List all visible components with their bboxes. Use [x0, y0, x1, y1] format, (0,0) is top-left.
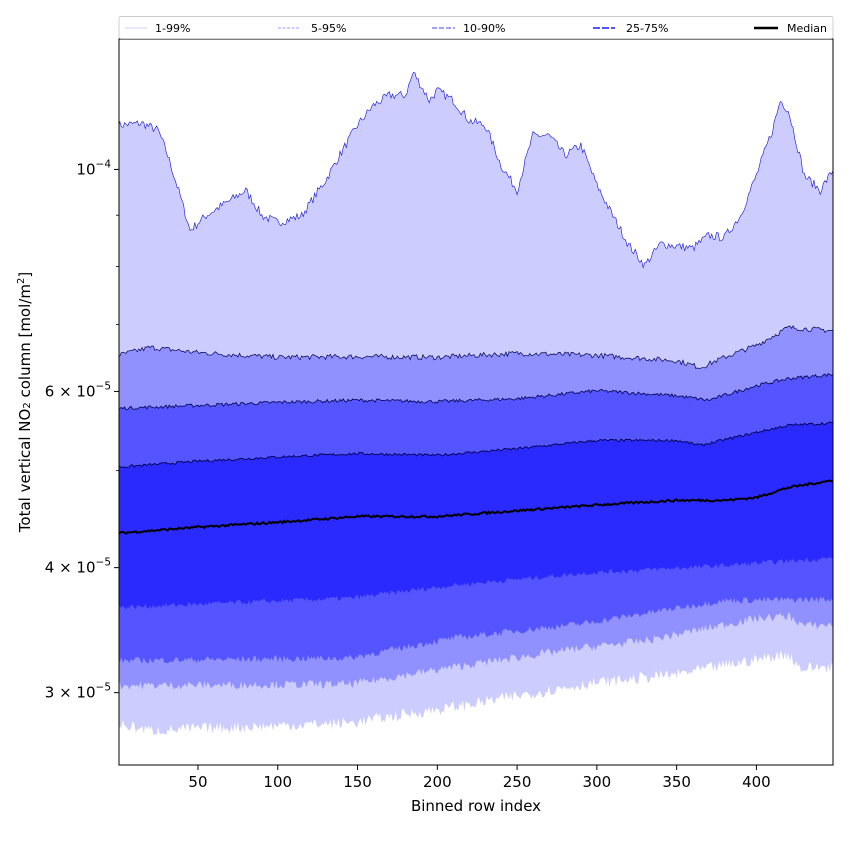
legend-label-10-90: 10-90%	[463, 22, 505, 35]
legend-box	[118, 16, 834, 39]
band-25-75	[119, 422, 833, 610]
x-tick-label: 50	[188, 773, 207, 791]
x-tick-label: 150	[343, 773, 372, 791]
line-p99	[119, 72, 833, 269]
y-tick-label: 3 × 10−5	[45, 682, 111, 702]
line-p90	[119, 372, 833, 411]
x-axis-label: Binned row index	[411, 797, 541, 815]
legend-label-5-95: 5-95%	[311, 22, 346, 35]
y-axis-label: Total vertical NO2 column [mol/m2]	[16, 272, 34, 533]
y-axis: 10−4 6 × 10−5 4 × 10−5 3 × 10−5	[45, 158, 119, 702]
bands-layer	[119, 72, 833, 735]
x-tick-label: 400	[742, 773, 771, 791]
y-tick-label: 10−4	[76, 158, 111, 178]
lines-layer	[119, 72, 833, 535]
line-median	[119, 479, 833, 535]
x-tick-label: 100	[263, 773, 292, 791]
legend-label-25-75: 25-75%	[626, 22, 668, 35]
y-tick-label: 6 × 10−5	[45, 380, 111, 400]
x-tick-label: 200	[423, 773, 452, 791]
x-axis: 50 100 150 200 250 300 350 400	[188, 765, 771, 791]
x-tick-label: 300	[583, 773, 612, 791]
line-p95	[119, 325, 833, 370]
legend: 1-99% 5-95% 10-90% 25-75% Median	[118, 16, 834, 39]
legend-label-median: Median	[787, 22, 827, 35]
legend-label-1-99: 1-99%	[155, 22, 190, 35]
x-tick-label: 250	[503, 773, 532, 791]
y-tick-label: 4 × 10−5	[45, 557, 111, 577]
line-p75	[119, 421, 833, 468]
x-tick-label: 350	[662, 773, 691, 791]
